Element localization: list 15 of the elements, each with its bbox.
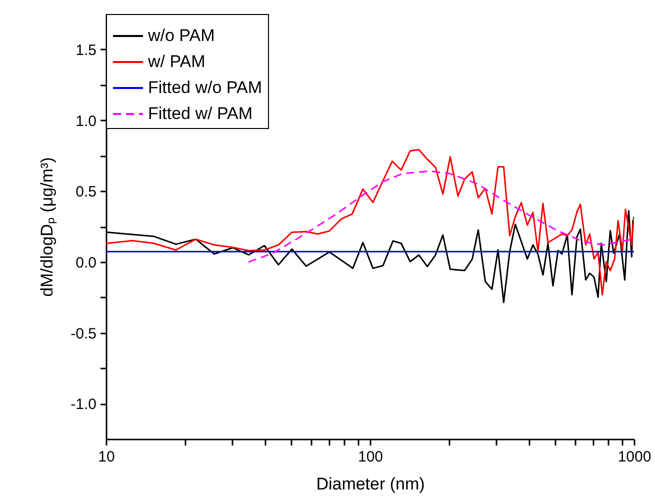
legend-label: Fitted w/o PAM bbox=[148, 78, 262, 97]
legend-label: w/ PAM bbox=[147, 52, 206, 71]
y-tick-label: -0.5 bbox=[70, 325, 96, 342]
y-tick-label: 1.0 bbox=[76, 112, 96, 130]
legend-label: Fitted w/ PAM bbox=[148, 104, 253, 123]
x-axis-title: Diameter (nm) bbox=[316, 474, 425, 494]
y-tick-label: 0.5 bbox=[76, 184, 96, 201]
x-tick-label: 100 bbox=[358, 448, 384, 466]
y-tick-label: 1.5 bbox=[76, 42, 96, 59]
x-tick-label: 10 bbox=[98, 448, 115, 466]
y-axis-title: dM/dlogDₚ (μg/m³) bbox=[38, 157, 58, 297]
y-tick-label: -1.0 bbox=[70, 396, 96, 414]
x-tick-label: 1000 bbox=[618, 448, 652, 466]
legend-label: w/o PAM bbox=[147, 26, 215, 45]
y-tick-label: 0.0 bbox=[76, 254, 96, 272]
